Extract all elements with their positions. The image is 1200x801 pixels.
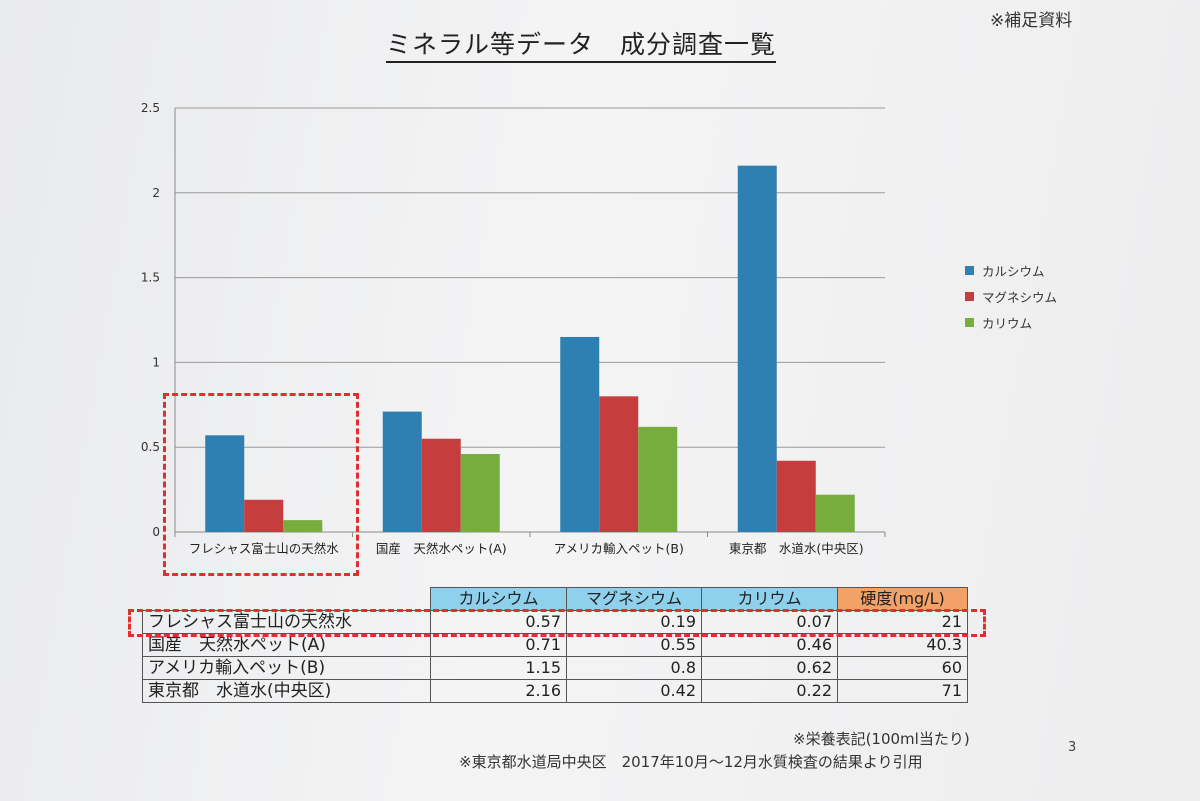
- bar: [205, 435, 245, 532]
- cell-magnesium: 0.42: [566, 679, 702, 703]
- bar: [244, 499, 284, 532]
- table-corner: [143, 588, 431, 611]
- source-note: ※東京都水道局中央区 2017年10月～12月水質検査の結果より引用: [459, 753, 923, 771]
- x-tick-label: アメリカ輸入ペット(B): [554, 541, 684, 556]
- bar: [776, 460, 816, 532]
- bar: [638, 426, 678, 532]
- table-row: 国産 天然水ペット(A) 0.71 0.55 0.46 40.3: [142, 633, 968, 657]
- bar: [421, 438, 461, 532]
- cell-potassium: 0.62: [701, 656, 838, 680]
- legend-label-magnesium: マグネシウム: [982, 289, 1058, 305]
- legend-swatch-potassium: [965, 317, 974, 327]
- y-tick-label: 0.5: [141, 440, 160, 454]
- bar: [382, 411, 422, 532]
- bar: [560, 336, 600, 532]
- y-tick-label: 1: [152, 355, 160, 369]
- legend-label-calcium: カルシウム: [982, 263, 1045, 279]
- table-row: 東京都 水道水(中央区) 2.16 0.42 0.22 71: [142, 679, 968, 703]
- mineral-table: カルシウム マグネシウム カリウム 硬度(mg/L) フレシャス富士山の天然水 …: [142, 587, 968, 703]
- table-header-row: カルシウム マグネシウム カリウム 硬度(mg/L): [143, 587, 968, 611]
- y-tick-label: 2: [152, 186, 160, 200]
- bar: [599, 396, 639, 532]
- chart-highlight-box: [163, 393, 359, 576]
- cell-magnesium: 0.55: [566, 633, 702, 657]
- row-label: 国産 天然水ペット(A): [142, 633, 431, 657]
- header-calcium: カルシウム: [430, 587, 567, 611]
- page-title: ミネラル等データ 成分調査一覧: [386, 30, 777, 63]
- row-label: 東京都 水道水(中央区): [142, 679, 431, 703]
- y-tick-label: 2.5: [141, 101, 160, 115]
- page-number: 3: [1068, 740, 1077, 755]
- header-magnesium: マグネシウム: [566, 587, 702, 611]
- x-tick-label: 国産 天然水ペット(A): [376, 541, 507, 556]
- cell-hardness: 21: [837, 610, 968, 634]
- y-tick-label: 0: [152, 525, 160, 539]
- bar: [283, 520, 323, 532]
- cell-calcium: 0.57: [430, 610, 567, 634]
- supplementary-note: ※補足資料: [990, 11, 1073, 31]
- bar: [460, 453, 500, 532]
- y-tick-label: 1.5: [141, 271, 160, 285]
- legend-item-potassium: カリウム: [965, 309, 1057, 335]
- cell-magnesium: 0.19: [566, 610, 702, 634]
- chart-legend: カルシウム マグネシウム カリウム: [965, 257, 1057, 335]
- cell-calcium: 1.15: [430, 656, 567, 680]
- x-tick-label: フレシャス富士山の天然水: [189, 541, 340, 556]
- cell-hardness: 60: [837, 656, 968, 680]
- cell-calcium: 2.16: [430, 679, 567, 703]
- x-tick-label: 東京都 水道水(中央区): [729, 541, 864, 556]
- nutrition-note: ※栄養表記(100ml当たり): [793, 730, 970, 748]
- table-row: フレシャス富士山の天然水 0.57 0.19 0.07 21: [142, 610, 968, 634]
- header-potassium: カリウム: [701, 587, 838, 611]
- legend-item-calcium: カルシウム: [965, 257, 1057, 283]
- legend-item-magnesium: マグネシウム: [965, 283, 1057, 309]
- row-label: アメリカ輸入ペット(B): [142, 656, 431, 680]
- table-row-highlight: [128, 609, 986, 637]
- cell-hardness: 71: [837, 679, 968, 703]
- cell-potassium: 0.22: [701, 679, 838, 703]
- header-hardness: 硬度(mg/L): [837, 587, 968, 611]
- bar: [815, 494, 855, 532]
- bar: [737, 165, 777, 532]
- table-row: アメリカ輸入ペット(B) 1.15 0.8 0.62 60: [142, 656, 968, 680]
- legend-label-potassium: カリウム: [982, 315, 1033, 331]
- legend-swatch-magnesium: [965, 291, 974, 301]
- legend-swatch-calcium: [965, 265, 974, 275]
- cell-magnesium: 0.8: [566, 656, 702, 680]
